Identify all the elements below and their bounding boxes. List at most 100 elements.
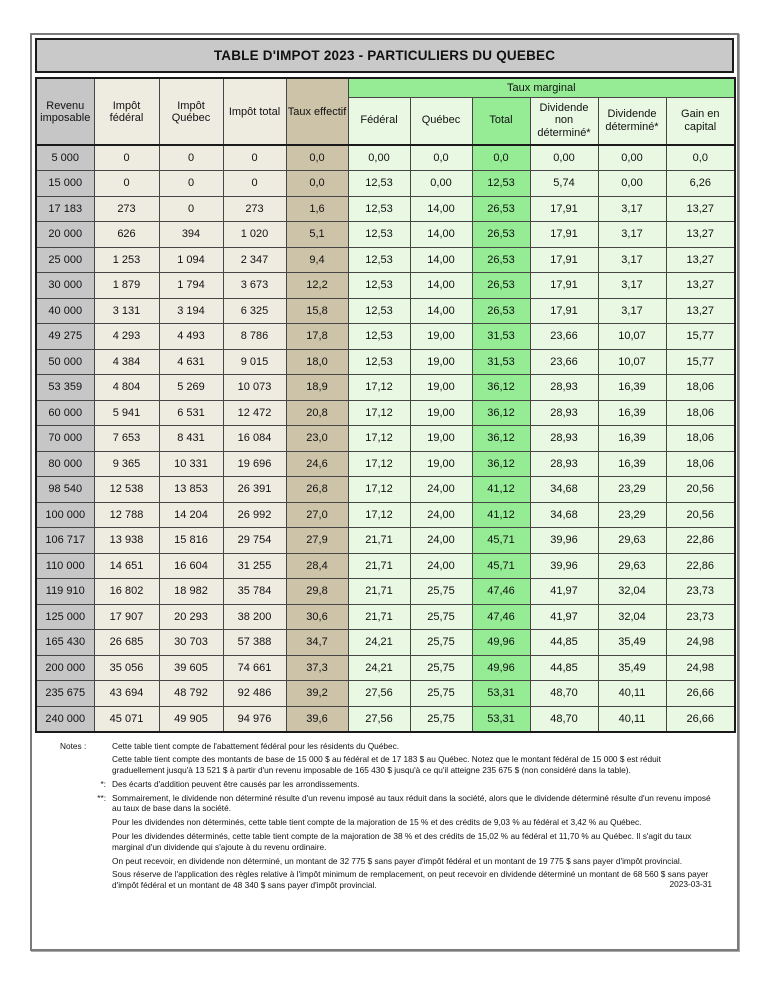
table-row: 100 000 12 788 14 204 26 992 27,0 17,12 24,00 4… [35, 501, 736, 528]
note-paragraph: **: Sommairement, le dividende non déterm… [60, 793, 712, 815]
tax-table-body: 5 000 0 0 0 0,0 0,00 0,0 0,0 0,00 0,00 0,0 15 000 0 0… [35, 144, 736, 732]
table-cell: 16,39 [597, 399, 667, 426]
table-cell: 0,0 [285, 170, 349, 197]
table-cell: 21,71 [347, 603, 411, 630]
table-cell: 18,06 [665, 450, 736, 477]
table-cell: 28,93 [529, 374, 599, 401]
table-cell: 0,00 [597, 144, 667, 171]
table-cell: 14,00 [409, 221, 473, 248]
table-cell: 13 853 [158, 476, 224, 503]
cell-revenu-imposable: 100 000 [35, 501, 95, 528]
cell-revenu-imposable: 70 000 [35, 425, 95, 452]
table-cell: 1 094 [158, 246, 224, 273]
note-text: On peut recevoir, en dividende non déter… [112, 855, 683, 866]
table-cell: 17,12 [347, 399, 411, 426]
table-cell: 10 073 [222, 374, 287, 401]
table-row: 125 000 17 907 20 293 38 200 30,6 21,71 25,75 4… [35, 603, 736, 630]
note-paragraph: Pour les dividendes non déterminés, cett… [60, 817, 712, 828]
table-cell: 12,53 [347, 195, 411, 222]
table-cell: 5,1 [285, 221, 349, 248]
table-cell: 34,7 [285, 629, 349, 656]
table-cell: 31,53 [471, 348, 531, 375]
table-cell: 12,53 [347, 272, 411, 299]
table-cell: 15,77 [665, 348, 736, 375]
notes-list: Notes : Cette table tient compte de l'aba… [60, 741, 712, 891]
table-row: 106 717 13 938 15 816 29 754 27,9 21,71 24,00 4… [35, 527, 736, 554]
note-marker [60, 754, 112, 776]
table-cell: 39,2 [285, 680, 349, 707]
table-cell: 22,86 [665, 552, 736, 579]
cell-revenu-imposable: 49 275 [35, 323, 95, 350]
table-cell: 0 [93, 170, 160, 197]
table-cell: 6 325 [222, 297, 287, 324]
header-impot-total: Impôt total [222, 77, 287, 146]
table-cell: 13,27 [665, 195, 736, 222]
cell-revenu-imposable: 165 430 [35, 629, 95, 656]
table-cell: 16 802 [93, 578, 160, 605]
table-cell: 26,66 [665, 680, 736, 707]
table-cell: 25,75 [409, 578, 473, 605]
table-cell: 12 538 [93, 476, 160, 503]
table-cell: 3,17 [597, 195, 667, 222]
table-cell: 626 [93, 221, 160, 248]
header-dividende-determine: Dividende déterminé* [597, 96, 667, 146]
document-sheet: TABLE D'IMPOT 2023 - PARTICULIERS DU QUE… [30, 33, 739, 951]
table-cell: 21,71 [347, 527, 411, 554]
note-text: Sommairement, le dividende non déterminé… [112, 792, 711, 814]
table-cell: 17,91 [529, 246, 599, 273]
table-row: 50 000 4 384 4 631 9 015 18,0 12,53 19,00 31,53… [35, 348, 736, 375]
table-cell: 14 651 [93, 552, 160, 579]
table-cell: 0,0 [471, 144, 531, 171]
table-row: 5 000 0 0 0 0,0 0,00 0,0 0,0 0,00 0,00 0,0 [35, 144, 736, 171]
table-cell: 39,96 [529, 527, 599, 554]
table-cell: 4 384 [93, 348, 160, 375]
table-cell: 40,11 [597, 705, 667, 732]
table-cell: 28,93 [529, 425, 599, 452]
table-cell: 16 604 [158, 552, 224, 579]
note-text: Pour les dividendes non déterminés, cett… [112, 817, 642, 828]
table-cell: 24,00 [409, 476, 473, 503]
note-marker: **: [97, 792, 106, 803]
table-cell: 0 [222, 144, 287, 171]
table-row: 25 000 1 253 1 094 2 347 9,4 12,53 14,00 26,53 1… [35, 246, 736, 273]
table-cell: 23,73 [665, 578, 736, 605]
table-cell: 5 941 [93, 399, 160, 426]
table-cell: 18,9 [285, 374, 349, 401]
table-cell: 26,53 [471, 272, 531, 299]
table-cell: 17,91 [529, 272, 599, 299]
cell-revenu-imposable: 40 000 [35, 297, 95, 324]
header-impot-quebec: Impôt Québec [158, 77, 224, 146]
table-cell: 17,12 [347, 425, 411, 452]
table-row: 70 000 7 653 8 431 16 084 23,0 17,12 19,00 36,1… [35, 425, 736, 452]
note-marker [60, 856, 112, 867]
table-cell: 15 816 [158, 527, 224, 554]
table-cell: 45 071 [93, 705, 160, 732]
table-cell: 17 907 [93, 603, 160, 630]
table-cell: 19,00 [409, 374, 473, 401]
table-cell: 1 879 [93, 272, 160, 299]
table-cell: 12,53 [347, 297, 411, 324]
table-cell: 17,8 [285, 323, 349, 350]
table-cell: 43 694 [93, 680, 160, 707]
table-cell: 19,00 [409, 425, 473, 452]
cell-revenu-imposable: 17 183 [35, 195, 95, 222]
table-cell: 9 365 [93, 450, 160, 477]
table-cell: 25,75 [409, 705, 473, 732]
cell-revenu-imposable: 53 359 [35, 374, 95, 401]
table-cell: 28,4 [285, 552, 349, 579]
table-cell: 16 084 [222, 425, 287, 452]
table-cell: 29,63 [597, 552, 667, 579]
table-cell: 13 938 [93, 527, 160, 554]
table-cell: 18 982 [158, 578, 224, 605]
table-cell: 35 056 [93, 654, 160, 681]
note-text: Sous réserve de l'application des règles… [112, 869, 709, 891]
table-cell: 21,71 [347, 578, 411, 605]
table-cell: 6 531 [158, 399, 224, 426]
table-cell: 49,96 [471, 629, 531, 656]
table-cell: 0,00 [409, 170, 473, 197]
table-cell: 23,0 [285, 425, 349, 452]
table-cell: 19 696 [222, 450, 287, 477]
table-cell: 34,68 [529, 501, 599, 528]
table-cell: 17,12 [347, 501, 411, 528]
table-cell: 26,8 [285, 476, 349, 503]
